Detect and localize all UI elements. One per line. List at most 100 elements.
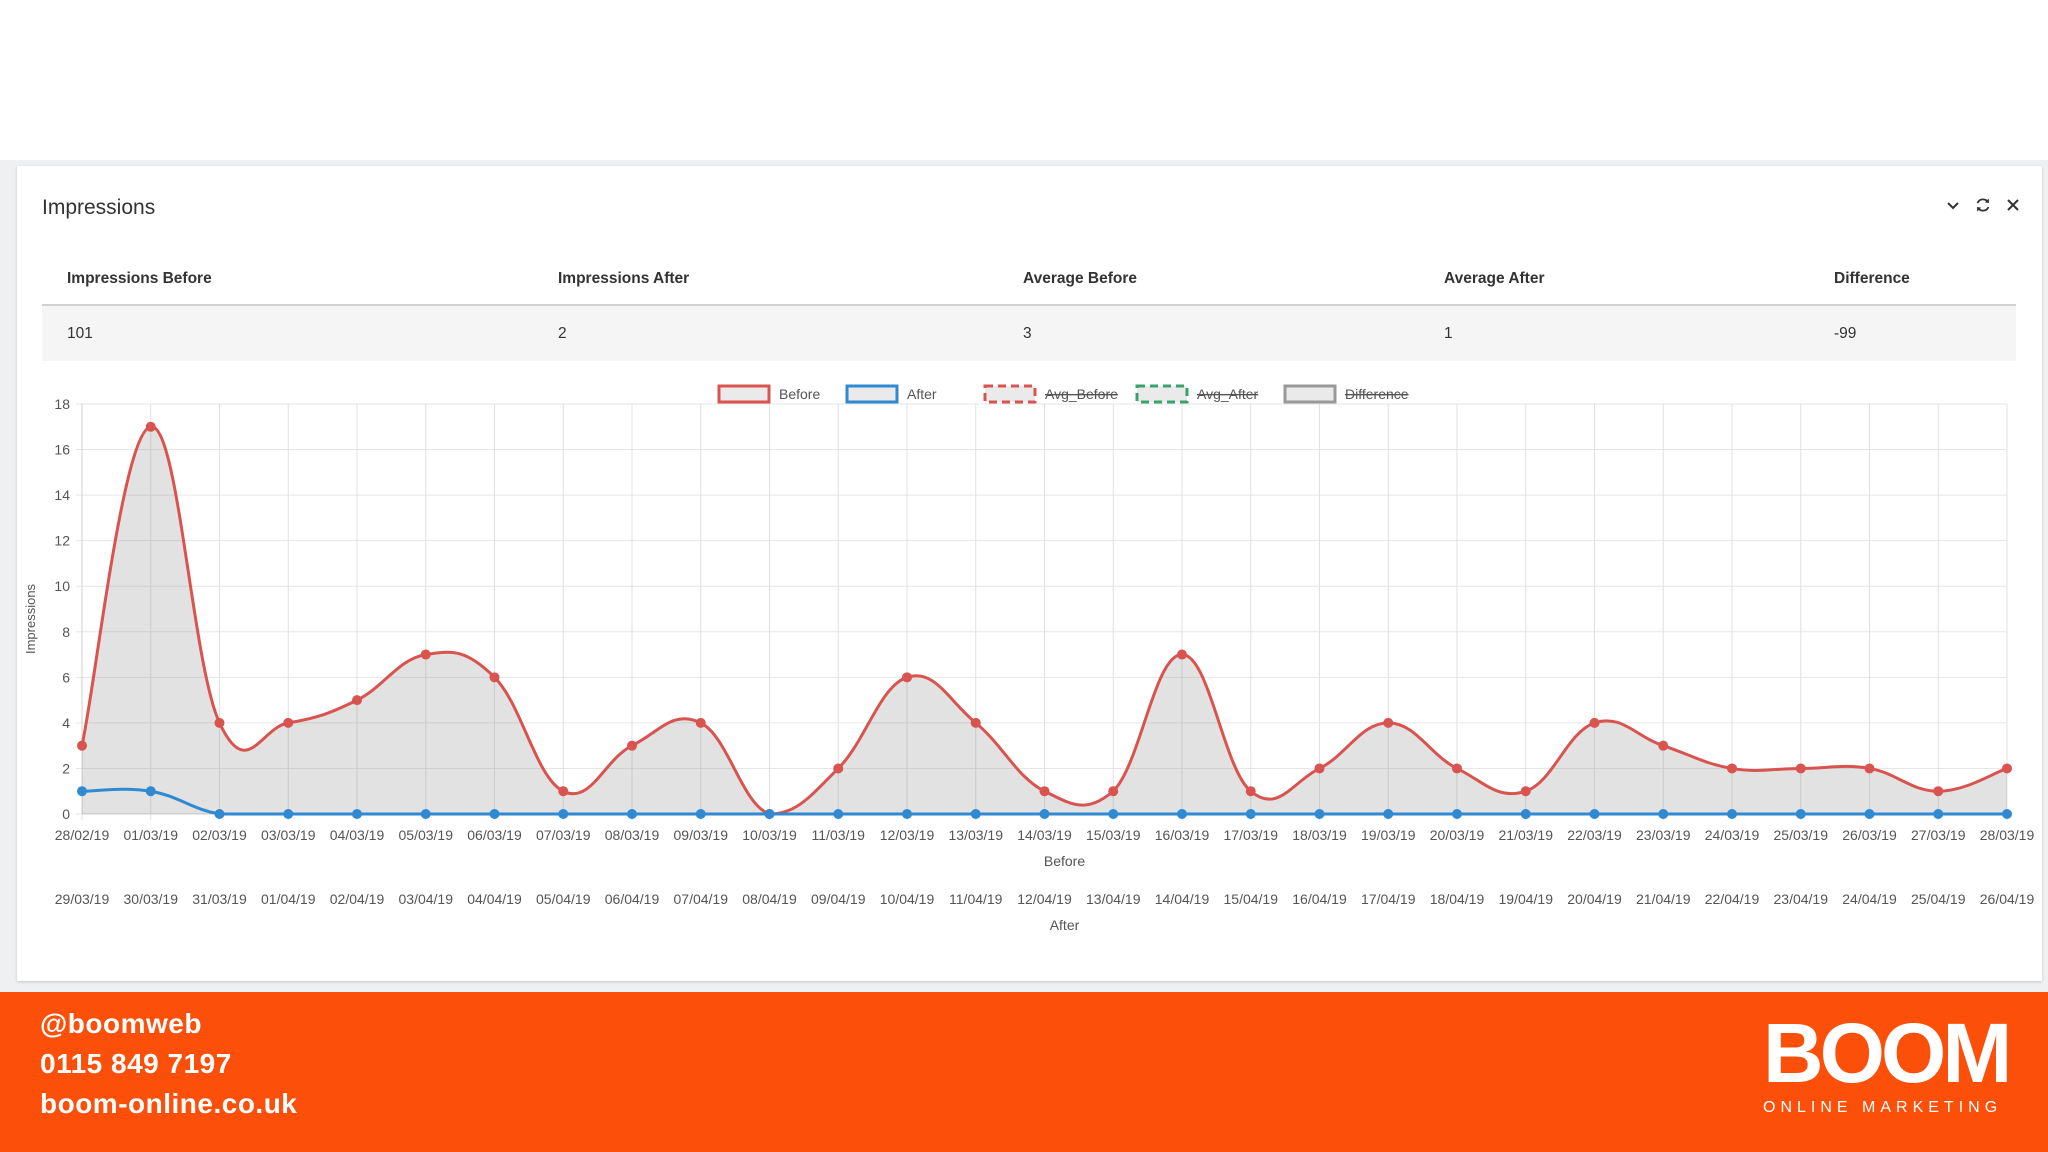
panel-tools <box>1944 196 2022 214</box>
series-after-point <box>214 809 225 819</box>
series-before-point <box>1727 763 1737 774</box>
x-tick-label-before: 03/03/19 <box>261 827 316 843</box>
x-tick-label-after: 02/04/19 <box>330 891 385 907</box>
x-tick-label-before: 16/03/19 <box>1155 827 1210 843</box>
series-after-point <box>352 809 362 819</box>
series-before-point <box>1658 740 1669 751</box>
y-tick-label: 4 <box>62 715 70 731</box>
x-tick-label-after: 21/04/19 <box>1636 891 1691 907</box>
x-tick-label-after: 03/04/19 <box>399 891 454 907</box>
series-after-point <box>283 809 294 819</box>
series-before-point <box>1589 717 1600 728</box>
header-average-after: Average After <box>1419 254 1809 306</box>
refresh-icon[interactable] <box>1974 196 1992 214</box>
stats-value-row: 101 2 3 1 -99 <box>42 305 2016 361</box>
x-axis-label-after: After <box>1050 917 1080 933</box>
series-after-point <box>1314 809 1325 819</box>
x-tick-label-before: 25/03/19 <box>1774 827 1829 843</box>
legend-label-before: Before <box>779 386 820 402</box>
header-average-before: Average Before <box>998 254 1419 306</box>
x-tick-label-before: 18/03/19 <box>1292 827 1347 843</box>
x-tick-label-after: 18/04/19 <box>1430 891 1485 907</box>
x-tick-label-after: 09/04/19 <box>811 891 866 907</box>
x-tick-label-after: 30/03/19 <box>124 891 179 907</box>
y-tick-label: 8 <box>62 624 70 640</box>
legend-label-difference: Difference <box>1345 386 1409 402</box>
x-tick-label-before: 05/03/19 <box>399 827 454 843</box>
x-tick-label-after: 19/04/19 <box>1499 891 1554 907</box>
x-tick-label-before: 12/03/19 <box>880 827 935 843</box>
x-tick-label-after: 31/03/19 <box>192 891 247 907</box>
x-tick-label-after: 20/04/19 <box>1567 891 1622 907</box>
series-before-point <box>352 695 362 706</box>
svg-text:ONLINE MARKETING: ONLINE MARKETING <box>1763 1099 2002 1116</box>
series-before-point <box>627 740 637 751</box>
x-tick-label-before: 22/03/19 <box>1567 827 1622 843</box>
y-tick-label: 16 <box>54 442 70 458</box>
x-tick-label-before: 24/03/19 <box>1705 827 1760 843</box>
series-after-point <box>1177 809 1187 819</box>
x-tick-label-after: 11/04/19 <box>949 891 1003 907</box>
y-tick-label: 10 <box>54 578 70 594</box>
legend-swatch-avg-after <box>1135 384 1189 404</box>
x-tick-label-before: 15/03/19 <box>1086 827 1141 843</box>
x-tick-label-before: 23/03/19 <box>1636 827 1691 843</box>
x-tick-label-after: 29/03/19 <box>55 891 110 907</box>
x-tick-label-after: 26/04/19 <box>1980 891 2035 907</box>
x-tick-label-after: 01/04/19 <box>261 891 316 907</box>
legend-label-avg-before: Avg_Before <box>1045 386 1118 402</box>
legend-label-avg-after: Avg_After <box>1197 386 1259 402</box>
series-after-point <box>2002 809 2012 819</box>
series-before-point <box>970 717 981 728</box>
x-tick-label-after: 24/04/19 <box>1842 891 1897 907</box>
x-tick-label-before: 07/03/19 <box>536 827 591 843</box>
stats-table: Impressions Before Impressions After Ave… <box>42 254 2016 361</box>
series-after-point <box>833 809 844 819</box>
impressions-panel: Impressions Impressions Before Impressio… <box>17 166 2042 981</box>
y-tick-label: 18 <box>54 396 70 412</box>
footer-phone: 0115 849 7197 <box>40 1048 232 1079</box>
series-before-point <box>2002 763 2012 774</box>
x-tick-label-before: 06/03/19 <box>467 827 522 843</box>
legend-label-after: After <box>907 386 937 402</box>
series-before-point <box>77 740 87 751</box>
series-before-point <box>1520 786 1531 797</box>
legend-swatch-after <box>845 384 899 404</box>
boom-logo: BOOM ONLINE MARKETING <box>1763 1010 2012 1116</box>
series-before-point <box>1314 763 1325 774</box>
x-tick-label-after: 23/04/19 <box>1774 891 1829 907</box>
chevron-down-icon[interactable] <box>1944 196 1962 214</box>
series-before-point <box>1245 786 1256 797</box>
series-after-point <box>1383 809 1394 819</box>
x-tick-label-after: 07/04/19 <box>674 891 729 907</box>
series-after-point <box>627 809 637 819</box>
series-after-point <box>970 809 981 819</box>
y-tick-label: 2 <box>62 760 70 776</box>
x-tick-label-after: 25/04/19 <box>1911 891 1966 907</box>
series-before-point <box>1933 786 1944 797</box>
x-tick-label-before: 26/03/19 <box>1842 827 1897 843</box>
y-tick-label: 0 <box>62 806 70 822</box>
y-tick-label: 14 <box>54 487 70 503</box>
x-tick-label-after: 16/04/19 <box>1292 891 1347 907</box>
x-tick-label-before: 20/03/19 <box>1430 827 1485 843</box>
series-after-point <box>1589 809 1600 819</box>
value-average-before: 3 <box>998 305 1419 361</box>
x-tick-label-before: 11/03/19 <box>812 827 866 843</box>
x-tick-label-before: 14/03/19 <box>1017 827 1072 843</box>
legend-swatch-avg-before <box>983 384 1037 404</box>
y-tick-label: 12 <box>54 533 70 549</box>
x-tick-label-after: 15/04/19 <box>1224 891 1279 907</box>
x-tick-label-before: 04/03/19 <box>330 827 385 843</box>
x-tick-label-before: 01/03/19 <box>124 827 179 843</box>
x-tick-label-after: 06/04/19 <box>605 891 660 907</box>
impressions-chart: 0 2 4 6 8 10 12 14 16 18 28/02/19 01/03/19 02/03/19 0… <box>23 384 2035 933</box>
series-before-area <box>82 426 2007 814</box>
x-tick-label-after: 05/04/19 <box>536 891 591 907</box>
x-tick-label-after: 04/04/19 <box>467 891 522 907</box>
x-tick-label-before: 13/03/19 <box>949 827 1004 843</box>
x-axis-label-before: Before <box>1044 853 1085 869</box>
close-icon[interactable] <box>2004 196 2022 214</box>
y-axis-label: Impressions <box>23 583 38 654</box>
series-after-point <box>1727 809 1737 819</box>
